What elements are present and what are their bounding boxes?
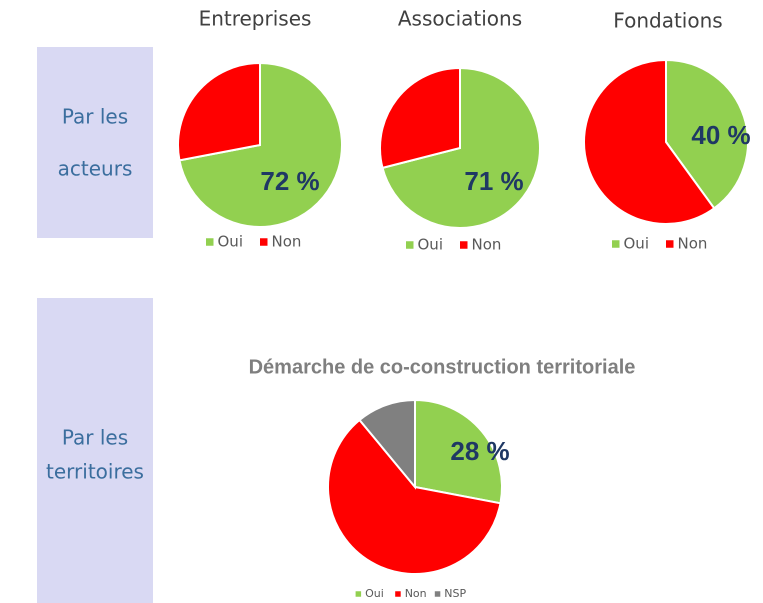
legend-swatch	[355, 591, 362, 597]
chart-title: Entreprises	[199, 7, 312, 31]
legend-swatch	[260, 238, 268, 246]
legend-swatch	[434, 591, 441, 597]
section-label: acteurs	[58, 157, 133, 181]
chart-title: Démarche de co-construction territoriale	[249, 356, 636, 378]
data-label: 72 %	[260, 166, 319, 196]
pie-slice	[381, 66, 541, 229]
section-label: Par les	[62, 105, 128, 129]
pie-slice	[177, 61, 261, 162]
chart-title: Fondations	[613, 9, 722, 33]
legend-label: Oui	[624, 235, 649, 253]
pie-slice	[327, 418, 502, 575]
legend-swatch	[206, 238, 214, 246]
legend-swatch	[666, 240, 674, 248]
pie-slice	[358, 398, 416, 490]
legend-label: Oui	[418, 236, 443, 254]
section-label: territoires	[46, 460, 144, 484]
legend-swatch	[612, 240, 620, 248]
legend-swatch	[395, 591, 401, 597]
legend-swatch	[406, 241, 414, 249]
pie-slice	[583, 58, 716, 225]
data-label: 40 %	[691, 120, 750, 150]
legend-label: Oui	[218, 233, 243, 251]
legend-swatch	[460, 241, 468, 249]
chart-title: Associations	[398, 7, 522, 31]
legend-label: NSP	[444, 587, 466, 600]
legend-label: Non	[272, 233, 302, 251]
pie-slice	[414, 398, 503, 505]
pie-slice	[665, 58, 749, 210]
legend-label: Non	[678, 235, 708, 253]
section-box	[37, 47, 153, 238]
legend-label: Non	[472, 236, 502, 254]
data-label: 28 %	[450, 436, 509, 466]
pie-slice	[379, 66, 461, 170]
section-box	[37, 298, 153, 603]
section-label: Par les	[62, 426, 128, 450]
legend-label: Non	[405, 587, 427, 600]
data-label: 71 %	[464, 166, 523, 196]
legend-label: Oui	[365, 587, 384, 600]
